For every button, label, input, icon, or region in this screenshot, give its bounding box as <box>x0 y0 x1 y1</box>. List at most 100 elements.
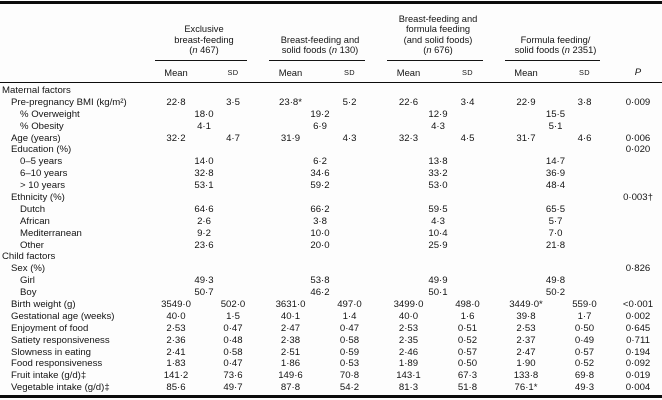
group-label-line: solid foods (n 130) <box>281 45 359 56</box>
row-label: Sex (%) <box>11 263 46 275</box>
p-value <box>614 156 662 168</box>
group-percent-value: 50·2 <box>545 287 566 299</box>
table-row: Sex (%) 0·826 <box>0 263 662 275</box>
mean-value: 32·2 <box>166 132 186 144</box>
mean-column-header: Mean <box>278 66 303 78</box>
mean-column-header: Mean <box>164 66 188 78</box>
sd-value: 497·0 <box>337 299 362 311</box>
sd-value: 0·47 <box>223 358 243 370</box>
row-label: % Obesity <box>20 120 64 132</box>
group-percent-value: 5·1 <box>548 120 563 132</box>
mean-value: 2·51 <box>280 346 301 358</box>
group-percent-value: 59·5 <box>428 203 448 215</box>
group-percent-value: 6·9 <box>313 120 327 132</box>
mean-value: 39·8 <box>516 310 536 322</box>
group-percent-value <box>261 263 379 275</box>
group-percent-value <box>261 192 379 204</box>
sd-value: 0·53 <box>339 358 360 370</box>
mean-value: 87·8 <box>280 382 301 394</box>
mean-value: 31·9 <box>280 132 301 144</box>
table-row: Other 23·6 20·0 25·9 21·8 <box>0 240 662 252</box>
mean-value: 2·46 <box>398 346 419 358</box>
table-row: % Overweight 18·0 19·2 12·9 15·5 <box>0 109 662 121</box>
p-value: 0·020 <box>625 144 651 156</box>
mean-value: 22·6 <box>398 96 419 108</box>
p-value: 0·194 <box>625 346 651 358</box>
mean-value: 1·89 <box>398 358 419 370</box>
table-row: 0–5 years 14·0 6·2 13·8 14·7 <box>0 156 662 168</box>
group-percent-value <box>379 144 497 156</box>
sd-value: 0·57 <box>574 346 595 358</box>
group-percent-value: 34·6 <box>310 168 330 180</box>
group-label-line: formula feeding <box>405 24 471 35</box>
p-value: 0·826 <box>625 263 651 275</box>
row-label: Age (years) <box>11 132 61 144</box>
sd-value: 0·51 <box>457 322 478 334</box>
group-percent-value <box>379 263 497 275</box>
group-percent-value: 53·8 <box>310 275 330 287</box>
mean-value: 40·0 <box>166 310 186 322</box>
mean-value: 40·0 <box>398 310 419 322</box>
row-label: Gestational age (weeks) <box>11 310 115 322</box>
table-row: Pre-pregnancy BMI (kg/m²) 22·8 3·5 23·8* 5·2… <box>0 97 662 109</box>
mean-value: 22·8 <box>166 96 186 108</box>
mean-value: 3449·0* <box>509 299 543 311</box>
group-percent-value: 12·9 <box>428 108 448 120</box>
sd-value: 0·47 <box>223 322 243 334</box>
table-row: Fruit intake (g/d)‡ 141·2 73·6 149·6 70·8 143… <box>0 370 662 382</box>
group-percent-value: 50·7 <box>194 287 214 299</box>
group-underline <box>155 60 247 62</box>
row-label: Vegetable intake (g/d)‡ <box>11 382 110 394</box>
sd-value: 3·5 <box>226 96 240 108</box>
group-label-line: Breast-feeding and <box>398 13 478 24</box>
group-percent-value: 59·2 <box>310 180 330 192</box>
p-value: 0·645 <box>625 322 651 334</box>
row-label: Food responsiveness <box>11 358 103 370</box>
p-value: 0·002 <box>625 310 651 322</box>
group-percent-value: 53·1 <box>194 180 214 192</box>
sd-value: 0·52 <box>457 334 478 346</box>
group-percent-value: 10·0 <box>310 227 330 239</box>
p-value <box>614 204 662 216</box>
mean-value: 1·90 <box>516 358 536 370</box>
row-label: Other <box>20 239 44 251</box>
sd-value: 5·2 <box>342 96 357 108</box>
column-group-label: Breast-feeding and formula feeding (and so… <box>379 14 497 59</box>
sd-value: 498·0 <box>455 299 480 311</box>
table-row: 6–10 years 32·8 34·6 33·2 36·9 <box>0 168 662 180</box>
row-label: Birth weight (g) <box>11 299 76 311</box>
group-percent-value: 14·0 <box>194 156 214 168</box>
table-row: > 10 years 53·1 59·2 53·0 48·4 <box>0 180 662 192</box>
table-bottom-rule <box>0 395 662 399</box>
group-label-line: Exclusive <box>184 24 224 35</box>
group-percent-value: 15·5 <box>545 108 566 120</box>
row-label: Girl <box>20 275 35 287</box>
p-value: 0·003† <box>623 192 653 204</box>
mean-value: 141·2 <box>163 370 189 382</box>
sd-value: 0·52 <box>574 358 595 370</box>
sd-value: 1·4 <box>342 310 357 322</box>
column-group-label: Formula feeding/solid foods (n 2351) <box>497 35 614 59</box>
section-label: Maternal factors <box>2 85 71 96</box>
group-percent-value: 18·0 <box>194 108 214 120</box>
group-percent-value <box>147 263 261 275</box>
sd-value: 3·8 <box>577 96 592 108</box>
group-percent-value: 64·6 <box>194 203 214 215</box>
group-percent-value: 7·0 <box>548 227 563 239</box>
group-underline <box>387 60 483 62</box>
group-percent-value <box>497 192 614 204</box>
mean-value: 133·8 <box>513 370 539 382</box>
group-percent-value: 4·3 <box>431 215 445 227</box>
row-label: Mediterranean <box>20 227 82 239</box>
group-percent-value <box>379 192 497 204</box>
mean-value: 32·3 <box>398 132 419 144</box>
mean-value: 2·47 <box>516 346 536 358</box>
p-value <box>614 216 662 228</box>
column-group-label: Breast-feeding and solid foods (n 130) <box>261 35 379 59</box>
p-value <box>614 228 662 240</box>
group-percent-value: 4·1 <box>197 120 211 132</box>
table-header: Exclusive breast-feeding (n 467) Breast-fee… <box>0 4 662 82</box>
row-label: African <box>20 215 50 227</box>
sd-value: 67·3 <box>457 370 478 382</box>
p-value <box>614 287 662 299</box>
